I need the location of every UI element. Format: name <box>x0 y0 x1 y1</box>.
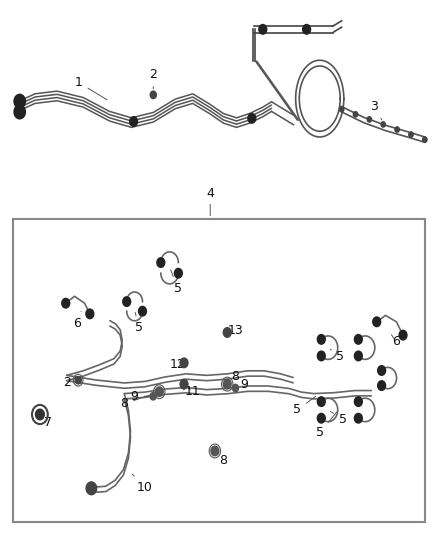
Text: 5: 5 <box>316 412 337 439</box>
Text: 5: 5 <box>330 411 346 425</box>
Circle shape <box>354 414 362 423</box>
Circle shape <box>75 376 81 384</box>
Circle shape <box>155 387 163 397</box>
Text: 4: 4 <box>206 187 214 200</box>
Text: 5: 5 <box>135 312 143 334</box>
Circle shape <box>211 446 219 456</box>
Text: 8: 8 <box>227 370 240 384</box>
Circle shape <box>399 330 407 340</box>
Circle shape <box>233 384 239 392</box>
Text: 10: 10 <box>132 474 153 494</box>
Circle shape <box>259 25 267 34</box>
Circle shape <box>318 397 325 407</box>
Circle shape <box>130 117 138 126</box>
Circle shape <box>123 297 131 306</box>
Circle shape <box>14 105 25 119</box>
Text: 8: 8 <box>120 393 157 410</box>
Circle shape <box>378 366 385 375</box>
Circle shape <box>223 379 231 389</box>
Text: 5: 5 <box>293 397 315 416</box>
Bar <box>13 219 425 522</box>
Text: 2: 2 <box>63 376 78 389</box>
Circle shape <box>381 122 385 127</box>
Circle shape <box>378 381 385 390</box>
Circle shape <box>318 335 325 344</box>
Text: 11: 11 <box>184 385 200 398</box>
Circle shape <box>354 397 362 407</box>
Circle shape <box>180 379 188 389</box>
Text: 8: 8 <box>215 451 227 466</box>
Circle shape <box>409 132 413 137</box>
Circle shape <box>395 127 399 132</box>
Text: 7: 7 <box>40 415 52 429</box>
Text: 6: 6 <box>392 335 400 348</box>
Text: 1: 1 <box>75 76 107 100</box>
Circle shape <box>86 482 97 495</box>
Circle shape <box>138 306 146 316</box>
Circle shape <box>367 117 371 122</box>
Circle shape <box>180 358 188 368</box>
Circle shape <box>303 25 311 34</box>
Circle shape <box>354 335 362 344</box>
Circle shape <box>174 269 182 278</box>
Text: 5: 5 <box>170 270 182 295</box>
Circle shape <box>248 114 256 123</box>
Circle shape <box>35 409 44 420</box>
Circle shape <box>150 91 156 99</box>
Circle shape <box>318 351 325 361</box>
Circle shape <box>86 309 94 319</box>
Circle shape <box>157 258 165 268</box>
Text: 13: 13 <box>228 325 244 337</box>
Circle shape <box>373 317 381 327</box>
Text: 5: 5 <box>330 349 344 364</box>
Circle shape <box>62 298 70 308</box>
Text: 9: 9 <box>131 390 150 403</box>
Text: 12: 12 <box>170 358 186 371</box>
Circle shape <box>150 392 156 400</box>
Circle shape <box>223 328 231 337</box>
Circle shape <box>354 351 362 361</box>
Text: 6: 6 <box>73 311 81 330</box>
Circle shape <box>14 94 25 108</box>
Text: 2: 2 <box>149 68 157 89</box>
Circle shape <box>318 414 325 423</box>
Text: 9: 9 <box>236 377 247 391</box>
Circle shape <box>423 137 427 142</box>
Circle shape <box>353 111 358 117</box>
Text: 3: 3 <box>371 100 382 120</box>
Circle shape <box>339 107 344 112</box>
